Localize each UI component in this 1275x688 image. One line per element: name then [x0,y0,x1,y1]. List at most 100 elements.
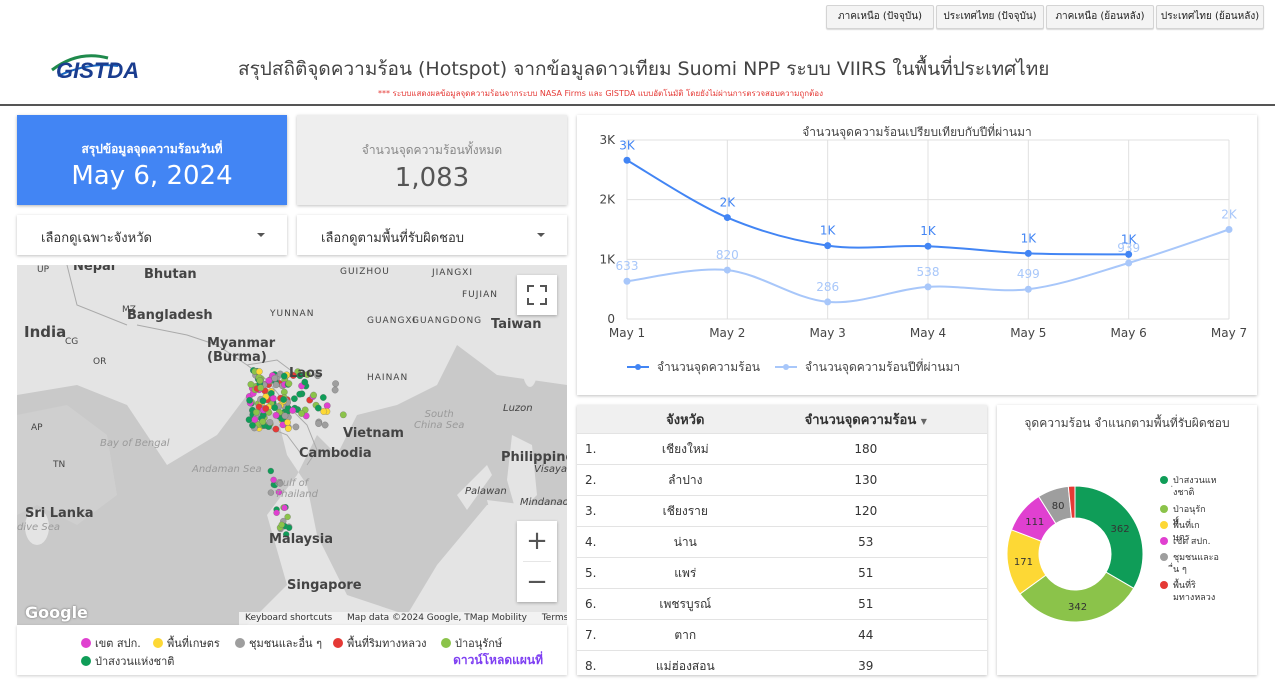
legend-item-agriculture: พื้นที่เกษตร [153,634,220,652]
series-point[interactable] [723,214,731,222]
map-label-cambodia: Cambodia [299,446,372,461]
count-cell: 51 [744,557,987,589]
map-label-malaysia: Malaysia [269,532,333,547]
series-point[interactable] [623,156,631,164]
table-row[interactable]: 4. น่าน 53 [577,526,987,558]
data-label: 538 [917,265,940,279]
table-row[interactable]: 1. เชียงใหม่ 180 [577,433,987,465]
series-point[interactable] [623,277,631,285]
series-point[interactable] [723,266,731,274]
hotspot-point [255,368,263,375]
hotspot-point [292,423,300,431]
series-point[interactable] [1024,249,1032,257]
donut-slice[interactable] [1067,485,1076,519]
hotspot-point [339,411,347,419]
google-logo: Google [25,603,88,622]
table-row[interactable]: 3. เชียงราย 120 [577,495,987,527]
legend-label: ชุมชนและอื่น ๆ [249,637,322,650]
legend-label: เขต สปก. [95,637,141,650]
hotspot-point [272,381,280,389]
hotspot-point [283,531,290,538]
donut-chart: จุดความร้อน จำแนกตามพื้นที่รับผิดชอบ 362 3… [1006,414,1230,623]
btn-thailand-history[interactable]: ประเทศไทย (ย้อนหลัง) [1156,5,1264,29]
legend-dot [235,638,245,648]
hotspot-point [273,509,280,516]
zoom-in-button[interactable]: + [526,526,548,556]
area-filter-dropdown[interactable]: เลือกดูตามพื้นที่รับผิดชอบ [297,215,567,255]
donut-chart-card: จุดความร้อน จำแนกตามพื้นที่รับผิดชอบ 362 3… [997,405,1257,675]
table-row[interactable]: 7. ตาก 44 [577,619,987,651]
table-row[interactable]: 5. แพร่ 51 [577,557,987,589]
chevron-down-icon [257,233,265,237]
series-point[interactable] [924,283,932,291]
hotspot-point [266,419,274,426]
keyboard-shortcuts-link[interactable]: Keyboard shortcuts [245,613,333,623]
table-header-count-label: จำนวนจุดความร้อน [804,412,917,428]
hotspot-point [267,467,274,475]
table-header-count[interactable]: จำนวนจุดความร้อน ▼ [744,405,987,434]
hotspot-point [303,371,311,378]
series-point[interactable] [1125,250,1133,258]
province-cell: เชียงใหม่ [626,433,745,465]
hotspot-point [256,377,264,384]
series-point[interactable] [1024,285,1032,293]
download-map-link[interactable]: ดาวน์โหลดแผนที่ [453,653,543,667]
x-tick-label: May 5 [1010,326,1046,340]
data-label: 633 [616,259,639,273]
data-label: 3K [619,138,636,152]
map-label-bhutan: Bhutan [144,267,197,282]
series-point[interactable] [824,242,832,250]
hotspot-point [285,524,293,531]
chevron-down-icon [537,233,545,237]
hotspot-point [247,381,255,388]
map-label-palawan: Palawan [465,486,507,497]
hotspot-point [314,372,322,380]
map-label-cg: CG [65,337,79,347]
count-cell: 180 [744,433,987,465]
hotspot-point [251,416,259,423]
legend-marker [635,364,641,370]
donut-slice[interactable] [1074,485,1144,590]
row-index: 3. [577,495,626,527]
donut-legend-label: เขต สปก. [1173,537,1210,547]
table-header-province[interactable]: จังหวัด [626,405,745,434]
hotspot-map[interactable]: Nepal Bhutan GUIZHOU JIANGXI FUJIAN Indi… [17,265,567,625]
sea-label-south-china-sea: South China Sea [414,409,465,431]
donut-legend-label: ่งชาติ [1171,485,1195,498]
zoom-out-button[interactable]: − [526,567,548,597]
series-point[interactable] [824,298,832,306]
y-tick-label: 3K [599,133,616,147]
province-filter-dropdown[interactable]: เลือกดูเฉพาะจังหวัด [17,215,287,255]
hotspot-point [323,402,331,410]
slice-label: 171 [1014,557,1033,568]
donut-slice[interactable] [1019,571,1135,623]
hotspot-point [271,404,279,412]
map-label-bangladesh: Bangladesh [127,308,213,323]
series-point[interactable] [1225,226,1233,233]
terms-link[interactable]: Terms [541,613,567,623]
province-cell: น่าน [626,526,745,558]
count-cell: 130 [744,464,987,496]
map-label-mz: MZ [122,305,136,315]
map-label-yunnan: YUNNAN [270,309,315,319]
fullscreen-button[interactable] [517,275,557,315]
date-card-label: สรุปข้อมูลจุดความร้อนวันที่ [81,142,223,156]
province-cell: เชียงราย [626,495,745,527]
table-row[interactable]: 8. แม่ฮ่องสอน 39 [577,650,987,675]
table-row[interactable]: 6. เพชรบูรณ์ 51 [577,588,987,620]
legend-marker [783,364,789,370]
hotspot-point [284,425,292,432]
total-card-value: 1,083 [394,163,470,193]
series-point[interactable] [1125,259,1133,267]
data-label: 1K [920,224,937,238]
hotspot-point [278,521,285,528]
donut-legend-label: ป่าอนุรัก [1173,505,1206,515]
donut-title: จุดความร้อน จำแนกตามพื้นที่รับผิดชอบ [1024,414,1229,431]
series-point[interactable] [924,242,932,250]
table-row[interactable]: 2. ลำปาง 130 [577,464,987,496]
btn-north-history[interactable]: ภาคเหนือ (ย้อนหลัง) [1046,5,1154,29]
legend-label: ป่าอนุรักษ์ [455,637,503,650]
btn-thailand-current[interactable]: ประเทศไทย (ปัจจุบัน) [936,5,1044,29]
legend-dot [81,638,91,648]
btn-north-current[interactable]: ภาคเหนือ (ปัจจุบัน) [826,5,934,29]
